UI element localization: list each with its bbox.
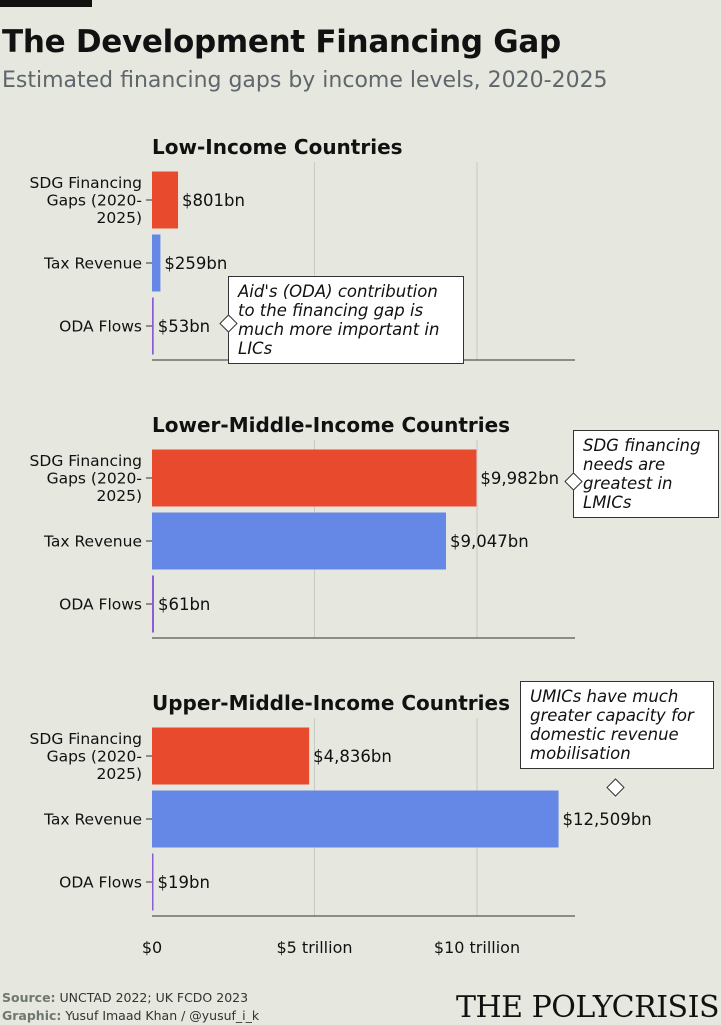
bar	[152, 790, 559, 848]
annotation-umic: UMICs have much greater capacity for dom…	[520, 681, 714, 797]
page-title: The Development Financing Gap	[2, 24, 561, 60]
bar	[152, 449, 477, 507]
value-label: $259bn	[164, 254, 227, 273]
annotation-lic: Aid's (ODA) contribution to the financin…	[219, 276, 464, 364]
brand-logo: THE POLYCRISIS	[455, 990, 720, 1025]
value-label: $4,836bn	[313, 747, 392, 766]
category-label: ODA Flows	[59, 596, 142, 614]
annotation-text: SDG financing needs are greatest in LMIC…	[583, 436, 701, 512]
x-tick-label: $0	[142, 938, 162, 957]
bar	[152, 512, 447, 570]
value-label: $9,047bn	[450, 532, 529, 551]
category-label: Gaps (2020-	[47, 748, 142, 766]
bar	[152, 853, 154, 911]
annotation-text: Aid's (ODA) contribution to the financin…	[238, 282, 440, 358]
category-label: 2025)	[97, 765, 143, 783]
graphic-credit-line: Graphic: Yusuf Imaad Khan / @yusuf_i_k	[2, 1008, 259, 1023]
category-label: Tax Revenue	[43, 533, 142, 551]
value-label: $19bn	[158, 873, 210, 892]
x-tick-label: $5 trillion	[276, 938, 352, 957]
annotation-lmic: SDG financing needs are greatest in LMIC…	[564, 430, 719, 518]
bar	[152, 297, 154, 355]
category-label: Tax Revenue	[43, 811, 142, 829]
bar	[152, 575, 154, 633]
graphic-credit-text: Yusuf Imaad Khan / @yusuf_i_k	[65, 1008, 260, 1023]
category-label: Gaps (2020-	[47, 192, 142, 210]
category-label: SDG Financing	[30, 730, 142, 748]
annotation-text: UMICs have much greater capacity for dom…	[530, 687, 694, 763]
top-accent-bar	[0, 0, 92, 7]
value-label: $61bn	[158, 595, 210, 614]
value-label: $12,509bn	[563, 810, 652, 829]
category-label: ODA Flows	[59, 318, 142, 336]
category-label: 2025)	[97, 487, 143, 505]
bar	[152, 727, 310, 785]
category-label: ODA Flows	[59, 874, 142, 892]
value-label: $801bn	[182, 191, 245, 210]
panel-title: Upper-Middle-Income Countries	[152, 691, 510, 715]
bar	[152, 234, 161, 292]
source-text: UNCTAD 2022; UK FCDO 2023	[59, 990, 249, 1005]
x-tick-label: $10 trillion	[434, 938, 520, 957]
category-label: 2025)	[97, 209, 143, 227]
source-line: Source: UNCTAD 2022; UK FCDO 2023	[2, 990, 248, 1005]
source-label: Source:	[2, 990, 56, 1005]
category-label: Tax Revenue	[43, 255, 142, 273]
page-subtitle: Estimated financing gaps by income level…	[2, 68, 608, 93]
category-label: SDG Financing	[30, 452, 142, 470]
graphic-label: Graphic:	[2, 1008, 62, 1023]
value-label: $53bn	[158, 317, 210, 336]
value-label: $9,982bn	[480, 469, 559, 488]
panel-title: Lower-Middle-Income Countries	[152, 413, 510, 437]
category-label: Gaps (2020-	[47, 470, 142, 488]
bar	[152, 171, 179, 229]
panel-title: Low-Income Countries	[152, 135, 403, 159]
category-label: SDG Financing	[30, 174, 142, 192]
